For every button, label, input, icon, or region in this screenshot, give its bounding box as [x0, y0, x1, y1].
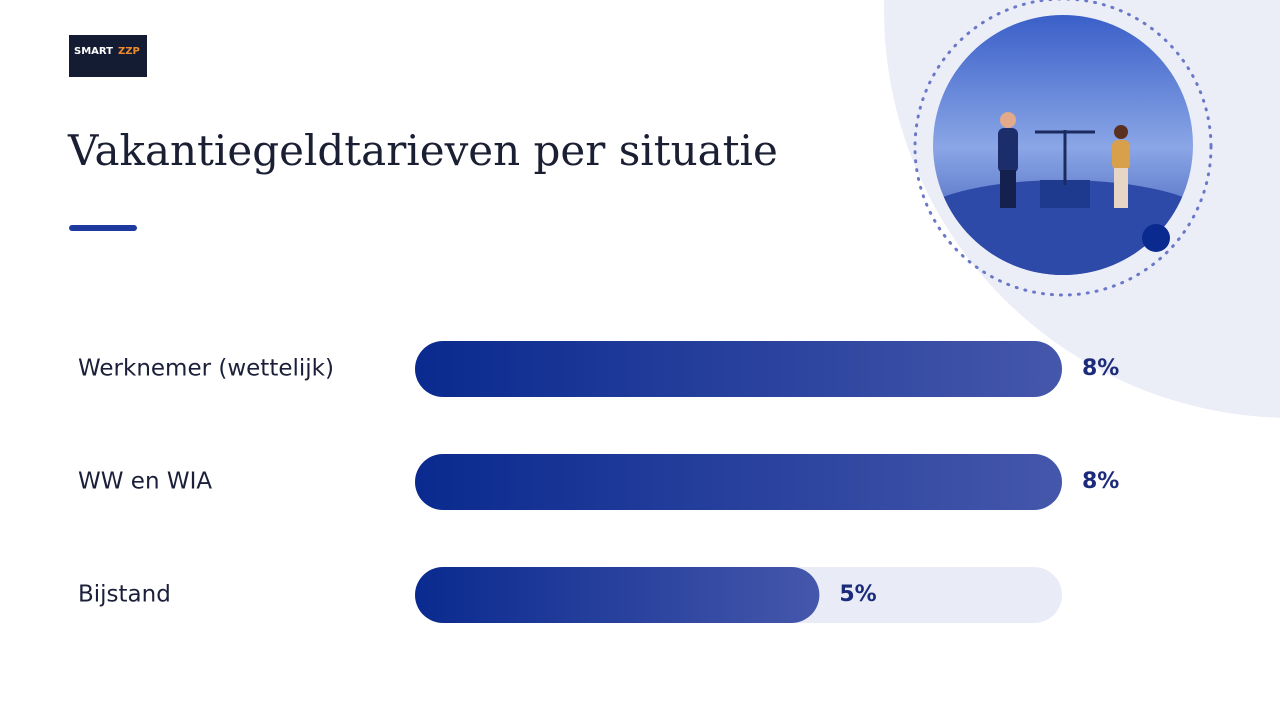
category-label: WW en WIA [78, 469, 212, 495]
logo-left: SMART [74, 46, 113, 57]
value-label: 5% [839, 582, 876, 607]
bar [415, 454, 1062, 510]
logo-right: ZZP [118, 46, 140, 57]
accent-dot [1142, 224, 1170, 252]
bar [415, 567, 820, 623]
logo [69, 35, 147, 77]
title-accent [69, 225, 137, 231]
value-label: 8% [1082, 356, 1119, 381]
dotted-ring [913, 0, 1213, 297]
value-label: 8% [1082, 469, 1119, 494]
category-label: Werknemer (wettelijk) [78, 356, 334, 382]
category-label: Bijstand [78, 582, 171, 608]
chart-title: Vakantiegeldtarieven per situatie [67, 126, 778, 175]
bar [415, 341, 1062, 397]
